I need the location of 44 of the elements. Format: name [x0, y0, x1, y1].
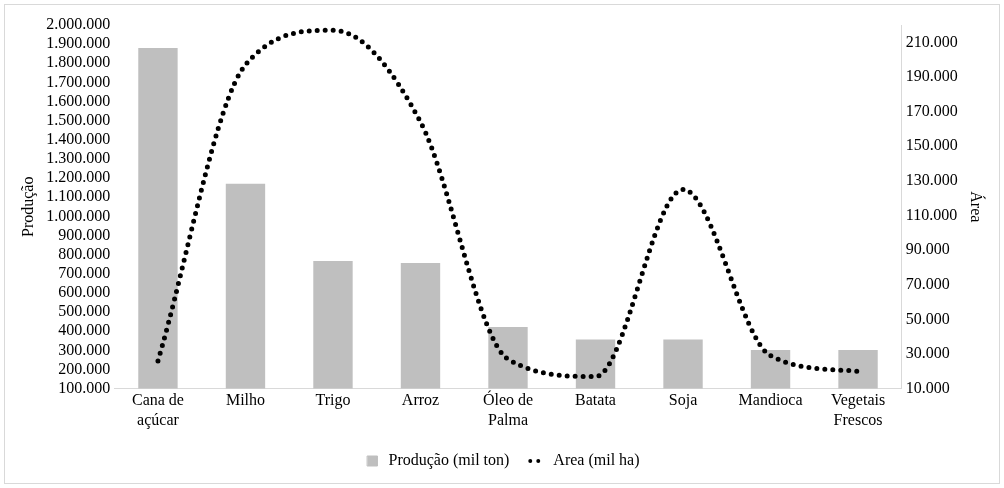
y-tick-label: 200.000 — [58, 359, 111, 377]
y2-tick-label: 210.000 — [905, 32, 958, 50]
x-tick-label: Óleo de Palma — [482, 390, 534, 428]
y-tick-label: 1.900.000 — [46, 34, 111, 52]
y-tick-label: 600.000 — [58, 283, 111, 301]
legend-label: Area (mil ha) — [553, 451, 640, 470]
y-tick-label: 1.100.000 — [46, 187, 111, 205]
y-tick-label: 700.000 — [58, 263, 111, 281]
x-tick-label: Milho — [225, 391, 266, 409]
x-tick-label: Vegetais Frescos — [830, 391, 886, 428]
y2-tick-label: 10.000 — [905, 378, 950, 396]
y2-tick-label: 50.000 — [905, 309, 950, 327]
y-tick-label: 900.000 — [58, 225, 111, 243]
y-tick-label: 1.600.000 — [46, 91, 111, 109]
y-tick-label: 1.200.000 — [46, 168, 111, 186]
y-tick-label: 100.000 — [58, 378, 111, 396]
x-tick-label: Arroz — [401, 391, 440, 409]
y-axis-title: Produção — [18, 176, 37, 238]
y2-tick-label: 190.000 — [905, 67, 958, 85]
y-tick-label: 1.400.000 — [46, 130, 111, 148]
y-tick-label: 1.800.000 — [46, 53, 111, 71]
y-tick-label: 800.000 — [58, 244, 111, 262]
y2-tick-label: 150.000 — [905, 136, 958, 154]
y-tick-label: 1.700.000 — [46, 72, 111, 90]
y2-tick-label: 170.000 — [905, 101, 958, 119]
y2-tick-label: 90.000 — [905, 240, 950, 258]
x-tick-label: Batata — [575, 391, 616, 409]
legend-label: Produção (mil ton) — [388, 451, 510, 470]
x-tick-label: Cana de açúcar — [131, 391, 184, 429]
y-tick-label: 400.000 — [58, 321, 111, 339]
y-tick-label: 500.000 — [58, 302, 111, 320]
y-tick-label: 2.000.000 — [46, 15, 111, 33]
y-tick-label: 1.000.000 — [46, 206, 111, 224]
x-tick-label: Mandioca — [738, 391, 803, 409]
y2-tick-label: 110.000 — [905, 205, 958, 223]
y2-axis-title: Área — [968, 191, 987, 223]
y2-tick-label: 70.000 — [905, 274, 950, 292]
y-tick-label: 1.500.000 — [46, 110, 111, 128]
y-tick-label: 1.300.000 — [46, 149, 111, 167]
y2-tick-label: 130.000 — [905, 171, 958, 189]
x-tick-label: Soja — [668, 391, 698, 410]
x-tick-label: Trigo — [315, 391, 351, 410]
y2-tick-label: 30.000 — [905, 344, 950, 362]
y-tick-label: 300.000 — [58, 340, 111, 358]
